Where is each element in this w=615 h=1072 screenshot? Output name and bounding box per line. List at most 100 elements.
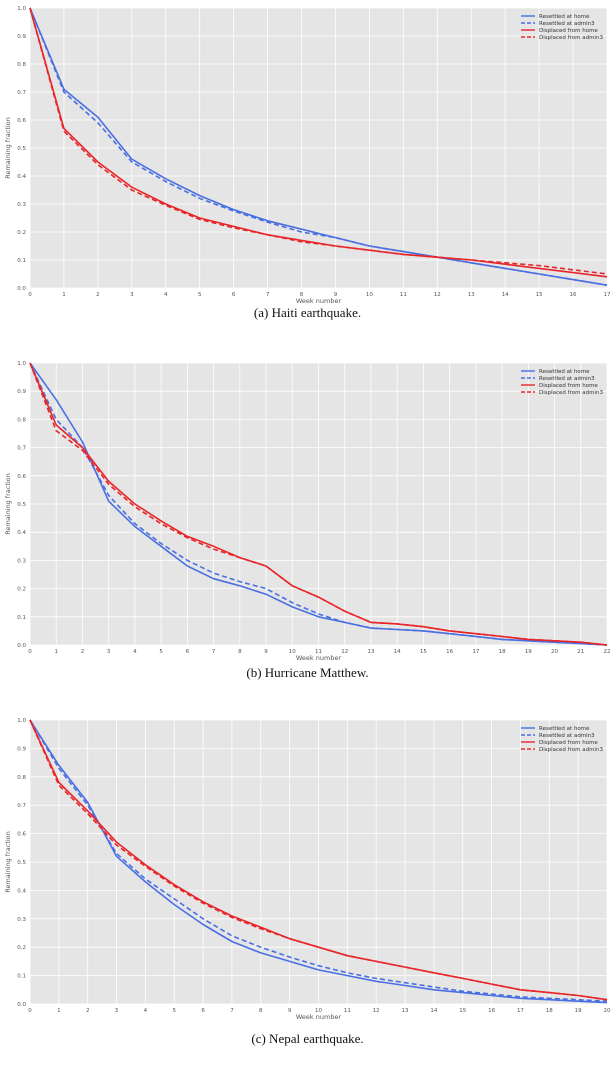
chart-1-ytick-label: 0.2 — [17, 587, 26, 593]
chart-1-xtick-label: 7 — [212, 649, 216, 655]
chart-1-xtick-label: 10 — [289, 649, 296, 655]
caption-haiti: (a) Haiti earthquake. — [253, 305, 362, 320]
chart-1-xtick-label: 2 — [81, 649, 85, 655]
chart-0-ytick-label: 0.0 — [17, 286, 26, 292]
chart-0-xtick-label: 10 — [366, 292, 373, 298]
chart-1-legend-label-3: Displaced from admin3 — [539, 390, 603, 396]
chart-0-xtick-label: 11 — [400, 292, 407, 298]
chart-1-xtick-label: 16 — [446, 649, 453, 655]
chart-2-ytick-label: 0.1 — [17, 974, 26, 980]
chart-2-xtick-label: 5 — [173, 1008, 177, 1014]
chart-2-xtick-label: 11 — [344, 1008, 351, 1014]
chart-0-legend-label-0: Resettled at home — [539, 14, 590, 20]
chart-0-xtick-label: 5 — [198, 292, 202, 298]
chart-2-ytick-label: 0.0 — [17, 1002, 26, 1008]
chart-0-xlabel: Week number — [296, 297, 342, 305]
chart-0-xtick-label: 7 — [266, 292, 270, 298]
chart-2-series-3 — [29, 719, 608, 1001]
chart-0-xtick-label: 6 — [232, 292, 236, 298]
chart-1-xtick-label: 18 — [499, 649, 506, 655]
chart-2-xtick-label: 4 — [144, 1008, 148, 1014]
chart-2-xtick-label: 13 — [402, 1008, 409, 1014]
chart-1-xtick-label: 4 — [133, 649, 137, 655]
chart-0-ytick-label: 0.1 — [17, 258, 26, 264]
chart-2-ytick-label: 0.4 — [17, 888, 26, 894]
chart-1-ytick-label: 1.0 — [17, 361, 26, 367]
chart-0-xtick-label: 0 — [28, 292, 32, 298]
chart-2-xtick-label: 6 — [201, 1008, 205, 1014]
chart-0-xtick-label: 1 — [62, 292, 66, 298]
chart-2-legend-label-3: Displaced from admin3 — [539, 747, 603, 753]
chart-1-xtick-label: 22 — [604, 649, 611, 655]
chart-1-xtick-label: 19 — [525, 649, 532, 655]
chart-0-xtick-label: 15 — [536, 292, 543, 298]
chart-2-xtick-label: 0 — [28, 1008, 32, 1014]
chart-2-xtick-label: 14 — [430, 1008, 437, 1014]
chart-0-ytick-label: 1.0 — [17, 6, 26, 12]
chart-1-legend-label-2: Displaced from home — [539, 383, 598, 389]
caption-matthew: (b) Hurricane Matthew. — [246, 665, 369, 680]
chart-1-ytick-label: 0.8 — [17, 417, 26, 423]
chart-0-ylabel: Remaining fraction — [4, 117, 12, 179]
chart-1-xtick-label: 8 — [238, 649, 242, 655]
chart-2-series-1 — [29, 719, 608, 1002]
chart-1-xtick-label: 17 — [472, 649, 479, 655]
chart-1-xlabel: Week number — [296, 654, 342, 662]
chart-2-legend-label-2: Displaced from home — [539, 740, 598, 746]
chart-1-xtick-label: 9 — [264, 649, 268, 655]
chart-2-xtick-label: 15 — [459, 1008, 466, 1014]
chart-nepal: 0.00.10.20.30.40.50.60.70.80.91.00 1 2 3 4 5 6… — [4, 718, 611, 1021]
panel-haiti: 0.0 0.1 0.2 0.3 0.4 0.5 0.6 0.7 0.8 0.9 1.0 0 1 2 3 4 5 6… — [0, 0, 615, 340]
chart-1-xtick-label: 1 — [54, 649, 58, 655]
chart-0-ytick-label: 0.4 — [17, 174, 26, 180]
chart-0-legend-label-2: Displaced from home — [539, 28, 598, 34]
chart-2-xtick-label: 12 — [373, 1008, 380, 1014]
chart-0-series-3 — [29, 7, 608, 275]
chart-2-xtick-label: 17 — [517, 1008, 524, 1014]
chart-1-xtick-label: 3 — [107, 649, 111, 655]
chart-0-legend-label-3: Displaced from admin3 — [539, 35, 603, 41]
chart-1-xtick-label: 12 — [341, 649, 348, 655]
chart-1-ytick-label: 0.5 — [17, 502, 26, 508]
chart-2-ytick-label: 0.7 — [17, 803, 26, 809]
chart-1-legend-label-1: Resettled at admin3 — [539, 376, 595, 382]
chart-1-xtick-label: 0 — [28, 649, 32, 655]
chart-1-series-3 — [29, 362, 608, 646]
panel-nepal: 0.0 0.1 0.2 0.3 0.4 0.5 0.6 0.7 0.8 0.9 1.0 0 1 2 3 4 5 6… — [0, 712, 615, 1062]
chart-1-ytick-label: 0.7 — [17, 446, 26, 452]
chart-haiti: 0.00.10.20.30.40.50.60.70.80.91.00 1 2 3 4 5 6… — [4, 6, 611, 305]
chart-2-xtick-label: 1 — [57, 1008, 61, 1014]
chart-2-xtick-label: 8 — [259, 1008, 263, 1014]
chart-2-ytick-label: 0.5 — [17, 860, 26, 866]
chart-0-ytick-label: 0.5 — [17, 146, 26, 152]
chart-2-ytick-label: 0.6 — [17, 832, 26, 838]
chart-1-ytick-label: 0.0 — [17, 643, 26, 649]
chart-1-xtick-label: 11 — [315, 649, 322, 655]
chart-0-ytick-label: 0.2 — [17, 230, 26, 236]
chart-2-ylabel: Remaining fraction — [4, 831, 12, 893]
chart-0-xtick-label: 9 — [334, 292, 338, 298]
chart-2-series-0 — [29, 719, 608, 1004]
chart-0-xtick-label: 3 — [130, 292, 134, 298]
chart-2-xlabel: Week number — [296, 1013, 342, 1021]
chart-1-ytick-label: 0.6 — [17, 474, 26, 480]
chart-1-series-1 — [29, 362, 608, 646]
chart-0-legend-label-1: Resettled at admin3 — [539, 21, 595, 27]
chart-0-ytick-label: 0.8 — [17, 62, 26, 68]
chart-2-xtick-label: 9 — [288, 1008, 292, 1014]
panel-matthew: 0.0 0.1 0.2 0.3 0.4 0.5 0.6 0.7 0.8 0.9 1.0 0 1 2 3 4 5 6… — [0, 355, 615, 695]
chart-1-xtick-label: 5 — [159, 649, 163, 655]
chart-2-ytick-label: 0.9 — [17, 746, 26, 752]
chart-0-series-2 — [29, 7, 608, 278]
chart-0-xtick-label: 16 — [570, 292, 577, 298]
chart-1-xtick-label: 13 — [367, 649, 374, 655]
chart-2-ytick-label: 1.0 — [17, 718, 26, 724]
chart-1-xtick-label: 14 — [394, 649, 401, 655]
chart-0-xtick-label: 12 — [434, 292, 441, 298]
caption-nepal: (c) Nepal earthquake. — [251, 1031, 364, 1046]
chart-2-ytick-label: 0.3 — [17, 917, 26, 923]
chart-2-xtick-label: 7 — [230, 1008, 234, 1014]
chart-2-xtick-label: 20 — [604, 1008, 611, 1014]
chart-1-ytick-label: 0.3 — [17, 558, 26, 564]
chart-2-ytick-label: 0.2 — [17, 945, 26, 951]
